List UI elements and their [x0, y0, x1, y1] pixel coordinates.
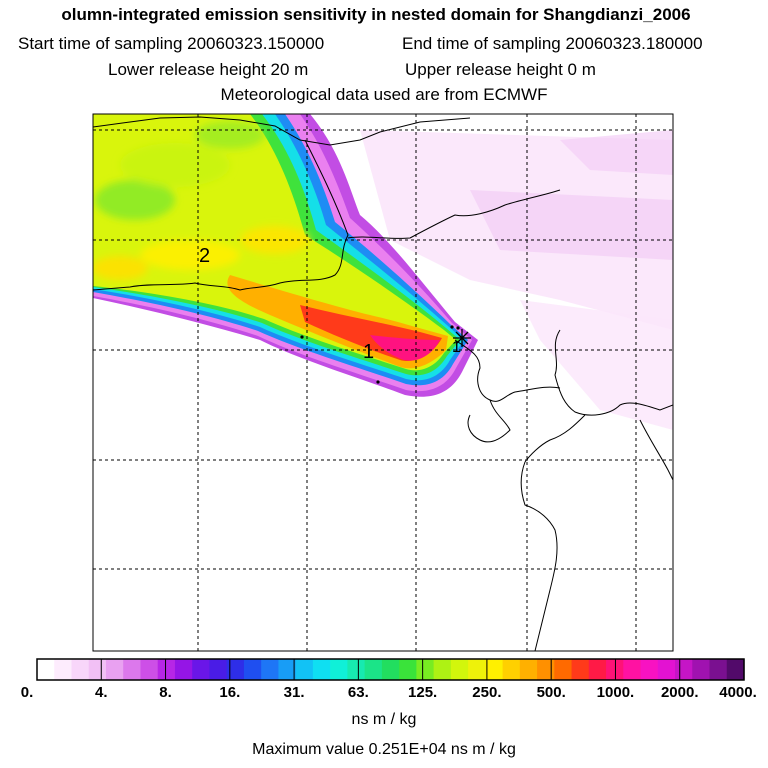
- colorbar-swatch: [226, 659, 245, 680]
- colorbar-swatch: [37, 659, 55, 680]
- cluster-label-2: 2: [199, 245, 210, 267]
- colorbar-swatch: [243, 659, 262, 680]
- colorbar-swatch: [554, 659, 573, 680]
- colorbar-swatch: [657, 659, 676, 680]
- colorbar-swatch: [261, 659, 280, 680]
- colorbar-tick-label: 500.: [536, 684, 566, 701]
- coastlines: [93, 116, 673, 651]
- colorbar-swatch: [433, 659, 452, 680]
- colorbar-swatch: [692, 659, 711, 680]
- colorbar-swatch: [88, 659, 107, 680]
- colorbar-frame: [36, 658, 745, 681]
- cluster-label-1-station: 1: [452, 339, 461, 356]
- colorbar-swatch: [537, 659, 555, 680]
- colorbar-swatch: [416, 659, 435, 680]
- cluster-label-1: 1: [363, 341, 374, 363]
- colorbar-swatch: [192, 659, 211, 680]
- colorbar-swatch: [174, 659, 193, 680]
- colorbar-swatch: [347, 659, 366, 680]
- met-data-source: Meteorological data used are from ECMWF: [220, 85, 548, 104]
- plume-core-pink: [370, 335, 440, 361]
- point-marker: [300, 335, 304, 339]
- maximum-value: Maximum value 0.251E+04 ns m / kg: [252, 741, 516, 758]
- colorbar-swatch: [485, 659, 504, 680]
- colorbar-swatch: [468, 659, 486, 680]
- colorbar-swatch: [330, 659, 348, 680]
- colorbar-swatch: [140, 659, 159, 680]
- colorbar-tick-label: 8.: [159, 684, 172, 701]
- colorbar-swatch: [709, 659, 728, 680]
- colorbar-swatch: [278, 659, 297, 680]
- colorbar-swatch: [54, 659, 73, 680]
- colorbar-tick-label: 1000.: [596, 684, 635, 701]
- colorbar-swatch: [588, 659, 607, 680]
- colorbar-tick-label: 0.: [20, 684, 34, 701]
- colorbar-swatch: [399, 659, 417, 680]
- plot-title: olumn-integrated emission sensitivity in…: [61, 5, 691, 24]
- colorbar-tick-label: 63.: [347, 684, 369, 701]
- end-time: End time of sampling 20060323.180000: [402, 34, 703, 53]
- colorbar-swatch: [726, 659, 745, 680]
- lat-lon-grid: [93, 114, 673, 651]
- colorbar-swatch: [640, 659, 659, 680]
- colorbar-swatch: [623, 659, 642, 680]
- start-time: Start time of sampling 20060323.150000: [18, 34, 325, 53]
- point-marker: [450, 325, 454, 329]
- colorbar-swatch: [364, 659, 383, 680]
- map-frame: [92, 113, 674, 652]
- colorbar-tick-label: 4.: [95, 684, 108, 701]
- colorbar-swatch: [502, 659, 521, 680]
- point-marker: [376, 380, 380, 384]
- colorbar-tick-label: 31.: [283, 684, 305, 701]
- colorbar-swatch: [519, 659, 538, 680]
- colorbar-swatch: [450, 659, 469, 680]
- colorbar-tick-label: 2000.: [660, 684, 699, 701]
- colorbar-swatch: [209, 659, 228, 680]
- plume-field: [93, 114, 673, 430]
- colorbar-tick-label: 16.: [219, 684, 241, 701]
- colorbar-units: ns m / kg: [351, 711, 417, 728]
- colorbar-swatch: [123, 659, 142, 680]
- upper-release-height: Upper release height 0 m: [405, 60, 596, 79]
- lower-release-height: Lower release height 20 m: [108, 60, 309, 79]
- colorbar-swatch: [571, 659, 590, 680]
- colorbar-swatch: [157, 659, 176, 680]
- colorbar-swatch: [312, 659, 331, 680]
- colorbar-swatch: [675, 659, 693, 680]
- colorbar-swatch: [381, 659, 400, 680]
- colorbar-swatch: [105, 659, 124, 680]
- colorbar-tick-label: 4000.: [719, 684, 757, 701]
- colorbar-swatch: [71, 659, 90, 680]
- colorbar-tick-label: 125.: [408, 684, 438, 701]
- colorbar-tick-label: 250.: [472, 684, 502, 701]
- point-marker: [456, 326, 460, 330]
- colorbar-swatch: [295, 659, 314, 680]
- colorbar: [37, 659, 745, 680]
- station-marker-icon: [453, 329, 471, 347]
